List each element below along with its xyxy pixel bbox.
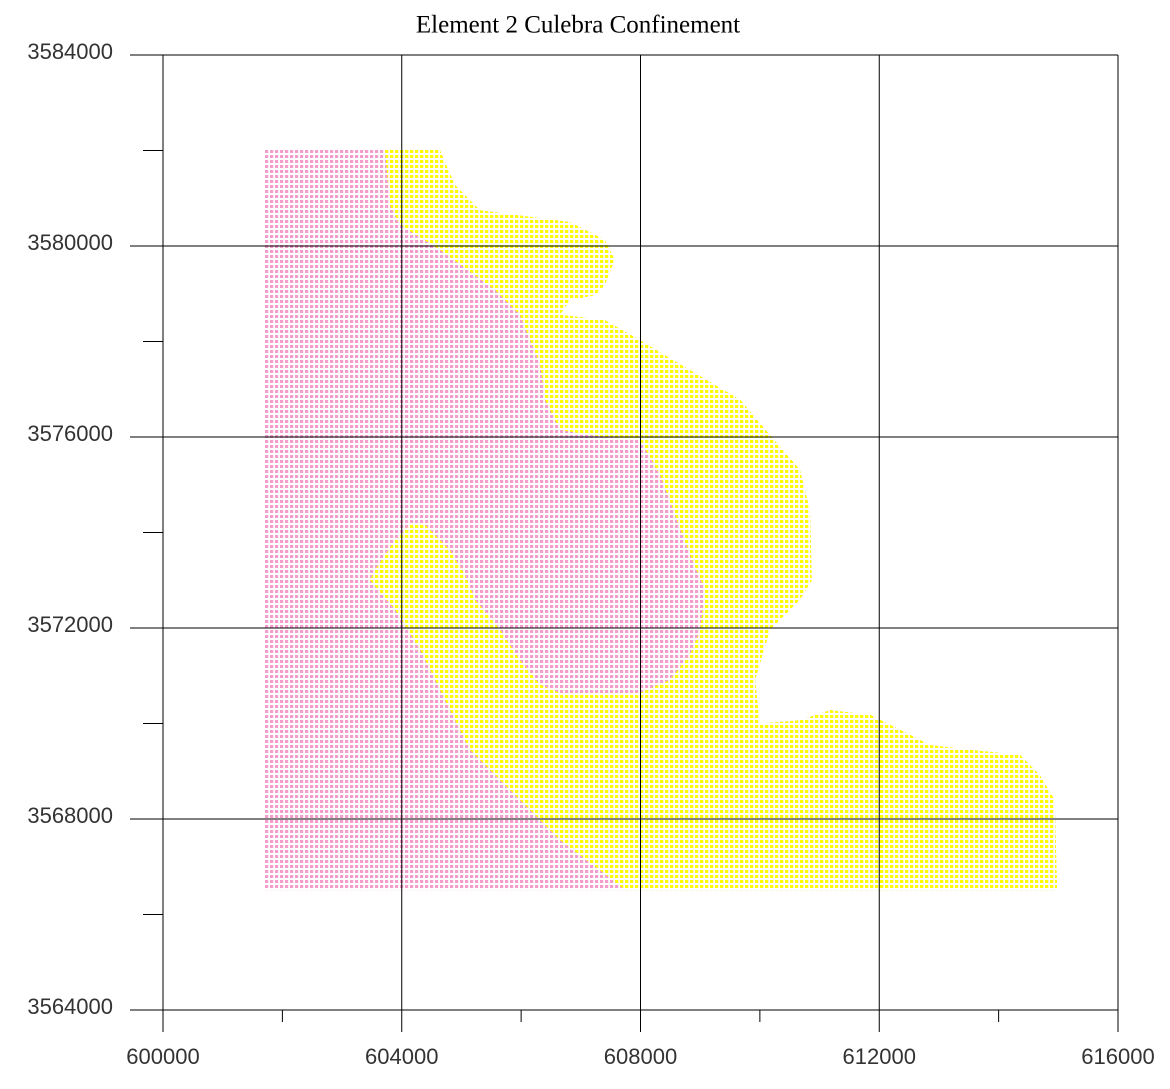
- y-tick-label: 3568000: [27, 803, 113, 828]
- y-tick-label: 3580000: [27, 230, 113, 255]
- y-tick-label: 3564000: [27, 994, 113, 1019]
- x-tick-label: 608000: [604, 1044, 677, 1069]
- x-tick-label: 600000: [126, 1044, 199, 1069]
- chart-title: Element 2 Culebra Confinement: [416, 12, 740, 39]
- y-tick-label: 3572000: [27, 612, 113, 637]
- y-tick-label: 3576000: [27, 421, 113, 446]
- y-tick-label: 3584000: [27, 39, 113, 64]
- x-tick-label: 612000: [843, 1044, 916, 1069]
- x-tick-label: 604000: [365, 1044, 438, 1069]
- region: [370, 150, 1058, 891]
- x-tick-label: 616000: [1081, 1044, 1154, 1069]
